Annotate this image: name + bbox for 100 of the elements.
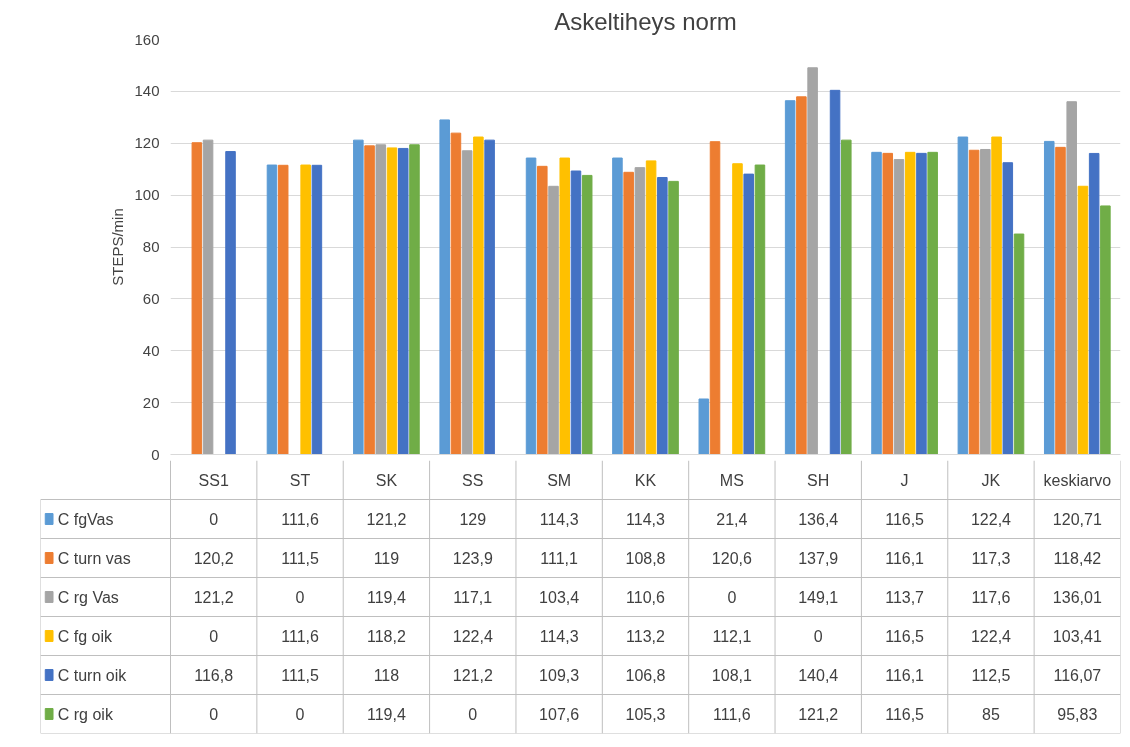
bar xyxy=(871,151,882,455)
legend-label: C rg Vas xyxy=(57,588,119,606)
y-tick-label: 60 xyxy=(142,289,160,307)
bar xyxy=(709,141,721,455)
data-label: 111,6 xyxy=(281,628,319,645)
bar xyxy=(191,142,203,455)
data-label: 122,4 xyxy=(970,628,1012,645)
data-label: 108,1 xyxy=(711,667,752,684)
data-label: 120,6 xyxy=(711,550,752,567)
bar xyxy=(484,139,495,455)
bar xyxy=(386,147,398,455)
data-label: 0 xyxy=(727,589,737,606)
data-label: 118,42 xyxy=(1053,550,1102,567)
data-label: 120,71 xyxy=(1052,511,1102,528)
bar xyxy=(525,157,537,455)
bar xyxy=(807,67,818,455)
data-label: 119,4 xyxy=(366,706,406,723)
data-label: 0 xyxy=(295,706,305,723)
data-label: 118,2 xyxy=(366,628,406,645)
bar xyxy=(1002,162,1014,455)
bar xyxy=(473,136,484,455)
bar xyxy=(623,171,634,455)
x-tick-label: JK xyxy=(981,471,1001,489)
legend-label: C fgVas xyxy=(57,510,114,528)
bar xyxy=(980,148,991,455)
data-label: 106,8 xyxy=(625,667,666,684)
bar xyxy=(300,164,311,455)
data-label: 119 xyxy=(373,550,400,567)
x-tick-label: KK xyxy=(634,471,657,489)
data-label: 121,2 xyxy=(366,511,407,528)
bar xyxy=(754,164,766,455)
bar xyxy=(796,96,807,455)
bar xyxy=(311,164,323,455)
legend-label: C turn oik xyxy=(57,666,128,684)
data-label: 136,4 xyxy=(798,511,839,528)
y-tick-label: 100 xyxy=(134,186,160,204)
bar xyxy=(397,147,409,455)
data-label: 121,2 xyxy=(193,589,234,606)
bar xyxy=(375,144,387,455)
y-tick-label: 160 xyxy=(134,30,160,48)
bar xyxy=(266,164,278,455)
data-label: 116,1 xyxy=(885,667,925,684)
data-label: 110,6 xyxy=(626,589,666,606)
bar xyxy=(743,173,754,455)
data-label: 111,6 xyxy=(281,511,319,528)
bar xyxy=(916,152,927,455)
x-tick-label: SK xyxy=(375,471,398,489)
x-tick-label: ST xyxy=(289,471,311,489)
x-tick-label: SH xyxy=(807,471,830,489)
data-label: 121,2 xyxy=(798,706,839,723)
data-label: 114,3 xyxy=(626,511,666,528)
bar xyxy=(634,167,646,455)
bar xyxy=(882,152,894,455)
bar xyxy=(450,132,462,455)
legend-label: C turn vas xyxy=(57,549,131,567)
data-label: 0 xyxy=(209,706,219,723)
data-label: 116,5 xyxy=(885,706,925,723)
data-label: 113,2 xyxy=(626,628,666,645)
data-label: 149,1 xyxy=(798,589,839,606)
bar xyxy=(1013,233,1025,455)
x-tick-label: MS xyxy=(719,471,744,489)
bar xyxy=(202,139,214,455)
legend-label: C rg oik xyxy=(57,705,114,723)
bar xyxy=(364,145,375,455)
bar xyxy=(1066,101,1077,455)
data-label: 109,3 xyxy=(539,667,580,684)
bar xyxy=(1077,185,1089,455)
bar xyxy=(927,151,938,455)
y-tick-label: 0 xyxy=(151,445,160,463)
bar xyxy=(893,159,905,455)
bar xyxy=(225,151,236,455)
y-tick-label: 40 xyxy=(142,341,160,359)
data-label: 111,5 xyxy=(281,550,319,567)
bar xyxy=(657,176,668,455)
bar xyxy=(1043,140,1055,455)
data-label: 123,9 xyxy=(452,550,493,567)
data-label: 0 xyxy=(209,511,219,528)
data-label: 111,5 xyxy=(281,667,319,684)
data-label: 0 xyxy=(468,706,478,723)
y-tick-label: 80 xyxy=(142,238,160,255)
data-label: 116,1 xyxy=(885,550,925,567)
data-label: 103,4 xyxy=(539,589,580,606)
bar xyxy=(829,89,841,455)
x-tick-label: SS1 xyxy=(198,471,229,489)
bar xyxy=(1055,146,1066,455)
bar xyxy=(732,163,743,455)
y-axis-title: STEPS/min xyxy=(109,208,127,286)
bar xyxy=(570,170,582,455)
data-label: 85 xyxy=(982,706,1000,723)
bar xyxy=(537,165,548,455)
data-label: 103,41 xyxy=(1052,628,1102,645)
data-label: 0 xyxy=(295,589,305,606)
chart-title: Askeltiheys norm xyxy=(554,7,737,35)
data-label: 114,3 xyxy=(539,511,579,528)
bar xyxy=(548,185,559,455)
x-tick-label: SM xyxy=(547,471,572,489)
data-label: 122,4 xyxy=(970,511,1012,528)
data-label: 136,01 xyxy=(1052,589,1102,606)
data-label: 108,8 xyxy=(625,550,666,567)
data-label: 137,9 xyxy=(798,550,839,567)
